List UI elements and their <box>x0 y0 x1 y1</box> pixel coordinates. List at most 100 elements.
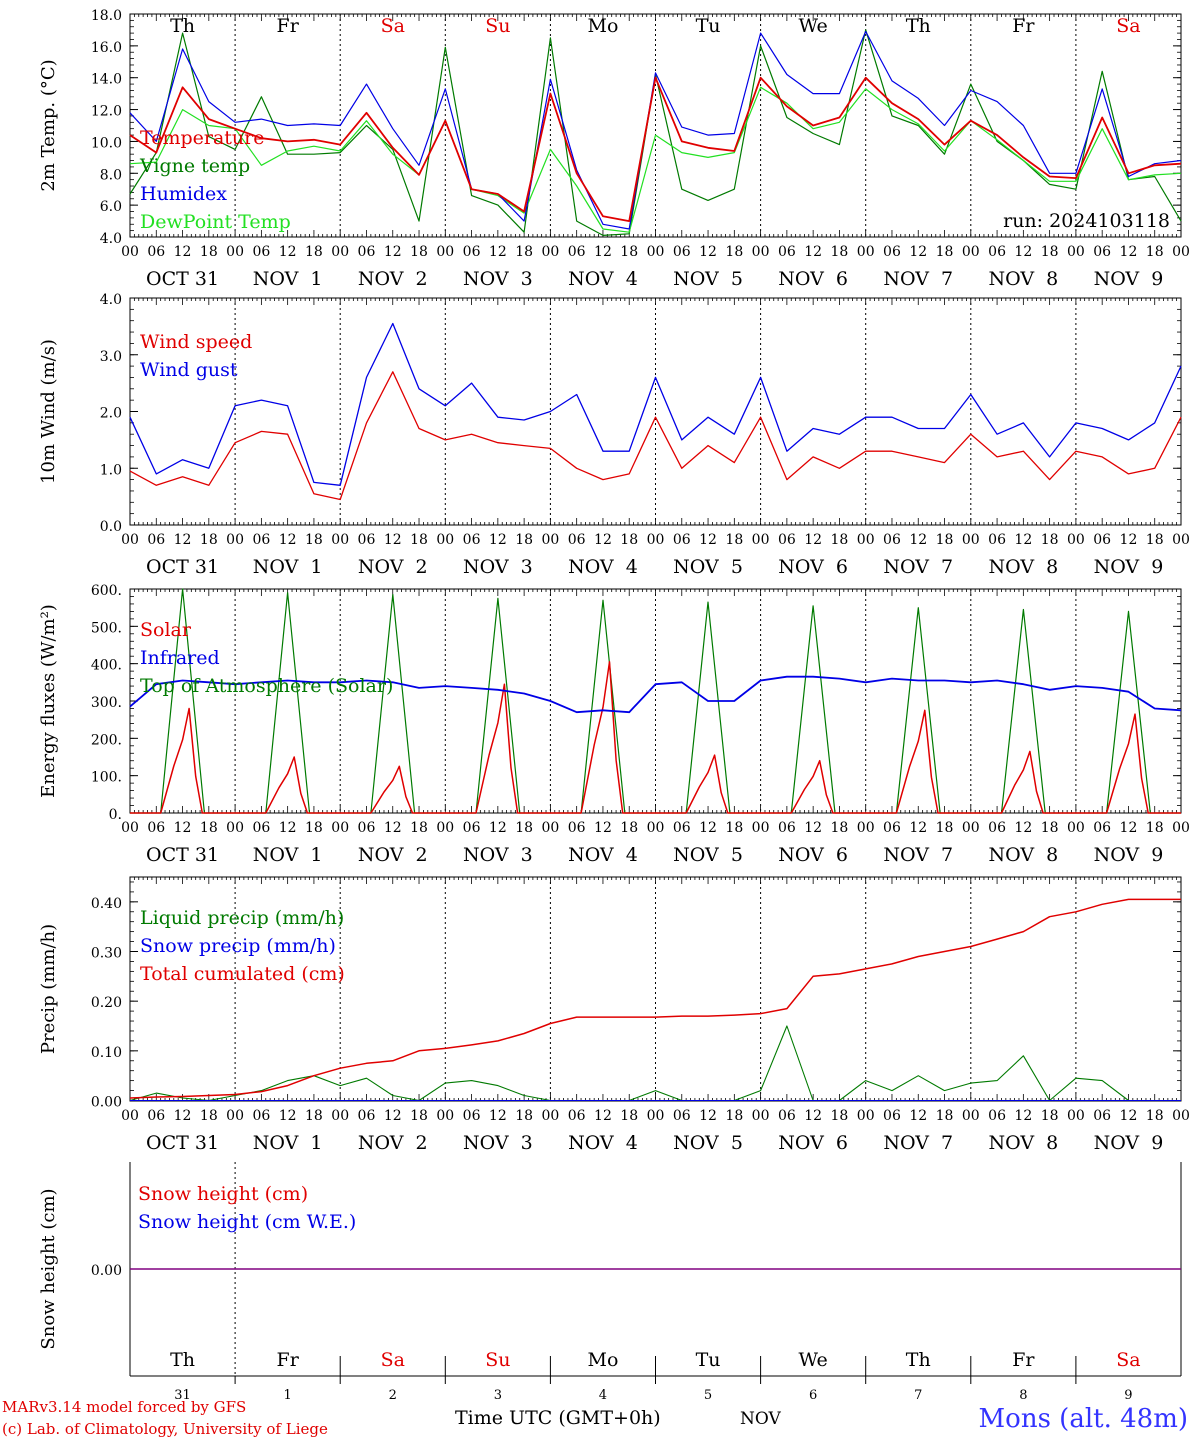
hour-tick-label: 00 <box>1067 532 1085 548</box>
day-name: Fr <box>277 15 300 37</box>
hour-tick-label: 18 <box>936 820 954 836</box>
hour-tick-label: 06 <box>147 820 165 836</box>
hour-tick-label: 18 <box>410 820 428 836</box>
hour-tick-label: 00 <box>121 1108 139 1124</box>
hour-tick-label: 06 <box>568 532 586 548</box>
day-name: Fr <box>1012 15 1035 37</box>
hour-tick-label: 06 <box>988 820 1006 836</box>
y-tick-label: 400. <box>91 658 122 674</box>
hour-tick-label: 06 <box>568 1108 586 1124</box>
hour-tick-label: 00 <box>436 244 454 260</box>
y-tick-label: 500. <box>91 620 122 636</box>
hour-tick-label: 00 <box>226 820 244 836</box>
hour-tick-label: 06 <box>463 820 481 836</box>
hour-tick-label: 12 <box>1120 1108 1138 1124</box>
hour-tick-label: 06 <box>988 244 1006 260</box>
date-label: OCT 31 <box>146 1132 219 1154</box>
date-label: NOV 9 <box>1094 556 1164 578</box>
y-tick-label: 0. <box>109 807 122 823</box>
hour-tick-label: 18 <box>410 532 428 548</box>
hour-tick-label: 12 <box>1120 532 1138 548</box>
hour-tick-label: 18 <box>620 532 638 548</box>
hour-tick-label: 12 <box>384 820 402 836</box>
hour-tick-label: 18 <box>200 244 218 260</box>
hour-tick-label: 06 <box>883 1108 901 1124</box>
hour-tick-label: 18 <box>936 532 954 548</box>
series-line-wind-gust <box>129 322 1182 486</box>
date-label: NOV 3 <box>463 268 533 290</box>
day-name: Fr <box>1012 1349 1035 1371</box>
series-line-total-cumulated-cm- <box>129 898 1181 1099</box>
date-label: NOV 4 <box>568 844 638 866</box>
date-label: NOV 6 <box>778 268 848 290</box>
date-label: NOV 4 <box>568 268 638 290</box>
hour-tick-label: 06 <box>778 820 796 836</box>
hour-tick-label: 00 <box>331 1108 349 1124</box>
hour-tick-label: 00 <box>331 820 349 836</box>
day-name: Th <box>906 15 931 37</box>
date-label: NOV 7 <box>883 844 953 866</box>
hour-tick-label: 12 <box>384 244 402 260</box>
hour-tick-label: 18 <box>305 1108 323 1124</box>
hour-tick-label: 12 <box>594 1108 612 1124</box>
hour-tick-label: 18 <box>831 244 849 260</box>
hour-tick-label: 06 <box>358 1108 376 1124</box>
series-line-infrared <box>129 675 1182 714</box>
legend-entry: Liquid precip (mm/h) <box>140 907 344 929</box>
panel-frame <box>129 297 1182 526</box>
hour-tick-label: 06 <box>883 532 901 548</box>
hour-tick-label: 00 <box>1067 1108 1085 1124</box>
y-tick-label: 0.00 <box>91 1095 122 1111</box>
hour-tick-label: 06 <box>358 244 376 260</box>
day-name: Tu <box>696 1349 721 1371</box>
hour-tick-label: 06 <box>463 532 481 548</box>
day-number: 7 <box>914 1388 922 1403</box>
legend-entry: Vigne temp <box>139 155 250 177</box>
hour-tick-label: 00 <box>1172 532 1190 548</box>
hour-tick-label: 18 <box>620 244 638 260</box>
day-number: 5 <box>704 1388 712 1403</box>
hour-tick-label: 18 <box>831 820 849 836</box>
day-number: 3 <box>494 1388 502 1403</box>
hour-tick-label: 18 <box>200 532 218 548</box>
hour-tick-label: 06 <box>252 1108 270 1124</box>
day-name: Su <box>485 15 510 37</box>
series-line-temperature <box>129 76 1182 223</box>
hour-tick-label: 06 <box>252 820 270 836</box>
hour-tick-label: 12 <box>279 1108 297 1124</box>
y-axis-label: 10m Wind (m/s) <box>38 339 59 484</box>
day-number: 2 <box>389 1388 397 1403</box>
y-axis-label: 2m Temp. (°C) <box>38 59 59 191</box>
hour-tick-label: 12 <box>174 244 192 260</box>
day-name: Sa <box>381 15 405 37</box>
hour-tick-label: 12 <box>699 532 717 548</box>
series-line-solar <box>130 661 1181 814</box>
hour-tick-label: 00 <box>121 820 139 836</box>
hour-tick-label: 12 <box>279 244 297 260</box>
day-number: 9 <box>1124 1388 1132 1403</box>
hour-tick-label: 06 <box>1093 532 1111 548</box>
hour-tick-label: 06 <box>778 244 796 260</box>
hour-tick-label: 00 <box>647 532 665 548</box>
hour-tick-label: 12 <box>909 1108 927 1124</box>
y-tick-label: 300. <box>91 695 122 711</box>
hour-tick-label: 18 <box>200 1108 218 1124</box>
hour-tick-label: 12 <box>594 244 612 260</box>
y-tick-label: 3.0 <box>100 349 122 365</box>
hour-tick-label: 18 <box>725 532 743 548</box>
series-line-liquid-precip-mm-h- <box>129 1025 1181 1102</box>
hour-tick-label: 06 <box>673 1108 691 1124</box>
day-name: Fr <box>277 1349 300 1371</box>
hour-tick-label: 12 <box>279 820 297 836</box>
y-tick-label: 0.40 <box>91 896 122 912</box>
hour-tick-label: 18 <box>410 244 428 260</box>
hour-tick-label: 00 <box>1172 1108 1190 1124</box>
date-label: NOV 2 <box>358 556 428 578</box>
hour-tick-label: 12 <box>699 1108 717 1124</box>
date-label: NOV 8 <box>988 556 1058 578</box>
footer-copyright: (c) Lab. of Climatology, University of L… <box>2 1420 328 1438</box>
y-axis-label: Energy fluxes (W/m²) <box>38 604 59 798</box>
hour-tick-label: 00 <box>647 1108 665 1124</box>
date-label: NOV 1 <box>253 556 323 578</box>
